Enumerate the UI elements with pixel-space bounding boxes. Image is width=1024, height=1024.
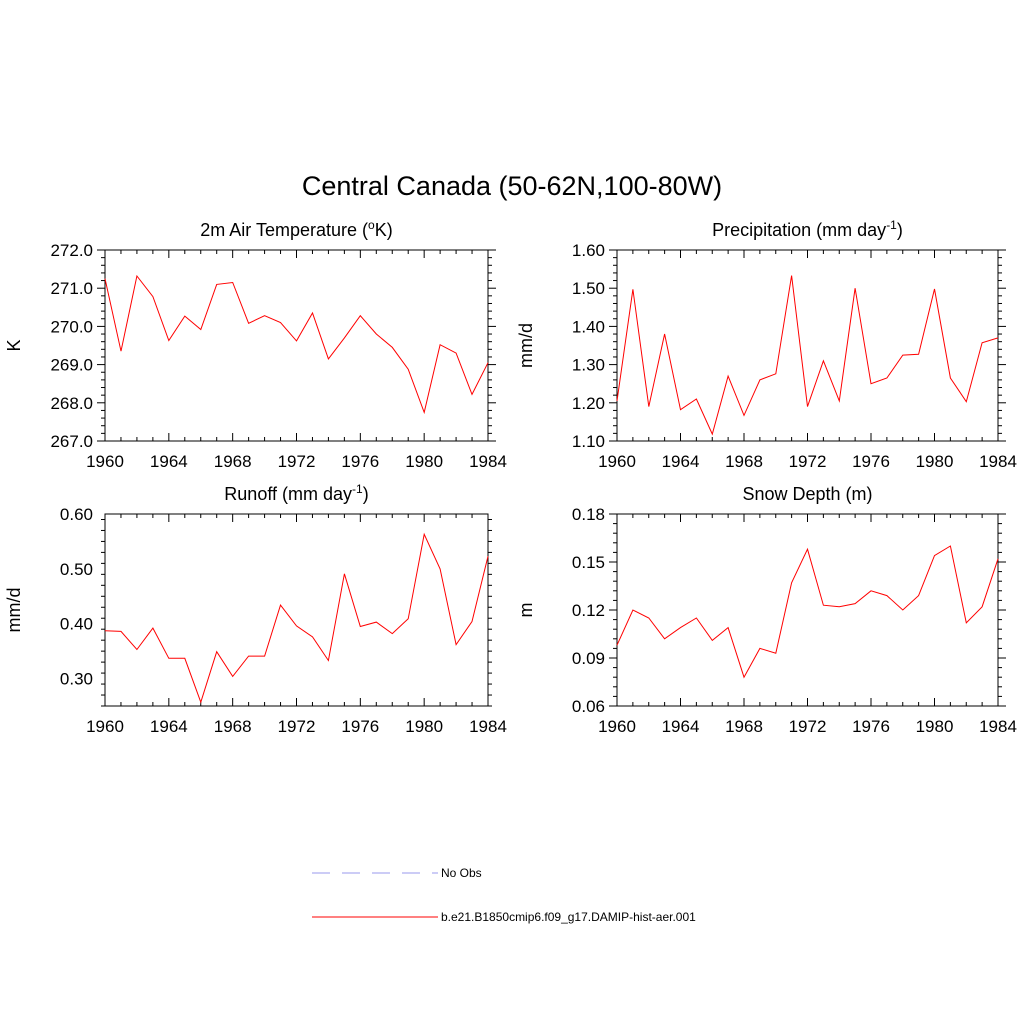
y-tick-label: 1.40 [572, 317, 605, 336]
x-tick-label: 1964 [150, 717, 188, 736]
y-tick-label: 271.0 [50, 279, 93, 298]
series-line-1 [104, 274, 489, 415]
y-tick-label: 270.0 [50, 317, 93, 336]
y-axis-label: K [4, 339, 24, 351]
y-axis-label: m [516, 603, 536, 618]
y-tick-label: 1.10 [572, 432, 605, 451]
x-tick-label: 1968 [725, 717, 763, 736]
y-tick-label: 0.06 [572, 697, 605, 716]
x-tick-label: 1972 [789, 717, 827, 736]
x-tick-label: 1972 [789, 452, 827, 471]
chart-panel-1: 2m Air Temperature (oK) 1960 1964 1968 1972 1… [4, 218, 507, 471]
x-tick-label: 1976 [852, 452, 890, 471]
series-line-1 [616, 545, 999, 679]
x-tick-label: 1980 [916, 452, 954, 471]
chart-panel-2: Precipitation (mm day-1) 1960 1964 1968 1972… [516, 218, 1017, 471]
series-line-1 [104, 532, 489, 704]
series-line-1 [616, 275, 999, 436]
plot-frame [616, 249, 999, 442]
chart-panel-4: Snow Depth (m) 1960 1964 1968 1972 1976 1980 19… [516, 484, 1017, 736]
panel-title: 2m Air Temperature (oK) [200, 218, 392, 240]
y-tick-label: 272.0 [50, 241, 93, 260]
y-tick-label: 267.0 [50, 432, 93, 451]
plot-frame [104, 513, 489, 707]
panel-title: Snow Depth (m) [742, 484, 872, 504]
x-tick-label: 1972 [278, 717, 316, 736]
x-tick-label: 1964 [150, 452, 188, 471]
legend: No Obs b.e21.B1850cmip6.f09_g17.DAMIP-his… [312, 866, 696, 924]
figure-title: Central Canada (50-62N,100-80W) [302, 171, 722, 201]
x-tick-label: 1968 [214, 717, 252, 736]
x-tick-label: 1960 [598, 717, 636, 736]
panel-title: Runoff (mm day-1) [224, 482, 368, 504]
x-tick-label: 1984 [979, 717, 1017, 736]
y-axis-label: mm/d [516, 323, 536, 368]
x-tick-label: 1968 [214, 452, 252, 471]
y-tick-label: 0.50 [60, 560, 93, 579]
chart-panel-3: Runoff (mm day-1) 1960 1964 1968 1972 1976 198… [4, 482, 507, 736]
y-tick-label: 268.0 [50, 394, 93, 413]
x-tick-label: 1960 [86, 717, 124, 736]
x-tick-label: 1976 [341, 717, 379, 736]
x-tick-label: 1984 [469, 717, 507, 736]
x-tick-label: 1980 [916, 717, 954, 736]
x-tick-label: 1964 [662, 717, 700, 736]
x-tick-label: 1964 [662, 452, 700, 471]
x-tick-label: 1980 [405, 717, 443, 736]
x-tick-label: 1972 [278, 452, 316, 471]
panels: 2m Air Temperature (oK) 1960 1964 1968 1972 1… [4, 218, 1017, 736]
y-tick-label: 0.09 [572, 649, 605, 668]
y-tick-label: 1.30 [572, 356, 605, 375]
x-tick-label: 1980 [405, 452, 443, 471]
panel-title: Precipitation (mm day-1) [712, 218, 903, 240]
y-axis-label: mm/d [4, 588, 24, 633]
y-tick-label: 0.18 [572, 505, 605, 524]
y-tick-label: 0.60 [60, 505, 93, 524]
y-tick-label: 269.0 [50, 356, 93, 375]
y-tick-label: 0.30 [60, 670, 93, 689]
x-tick-label: 1984 [469, 452, 507, 471]
x-tick-label: 1968 [725, 452, 763, 471]
legend-label-1: No Obs [441, 866, 482, 880]
plot-frame [104, 249, 489, 442]
y-tick-label: 0.15 [572, 553, 605, 572]
plot-frame [616, 513, 999, 707]
x-tick-label: 1984 [979, 452, 1017, 471]
x-tick-label: 1960 [598, 452, 636, 471]
y-tick-label: 0.12 [572, 601, 605, 620]
y-tick-label: 1.60 [572, 241, 605, 260]
y-tick-label: 1.50 [572, 279, 605, 298]
legend-label-2: b.e21.B1850cmip6.f09_g17.DAMIP-hist-aer.… [441, 910, 696, 924]
x-tick-label: 1976 [852, 717, 890, 736]
y-tick-label: 0.40 [60, 615, 93, 634]
y-tick-label: 1.20 [572, 394, 605, 413]
x-tick-label: 1960 [86, 452, 124, 471]
x-tick-label: 1976 [341, 452, 379, 471]
